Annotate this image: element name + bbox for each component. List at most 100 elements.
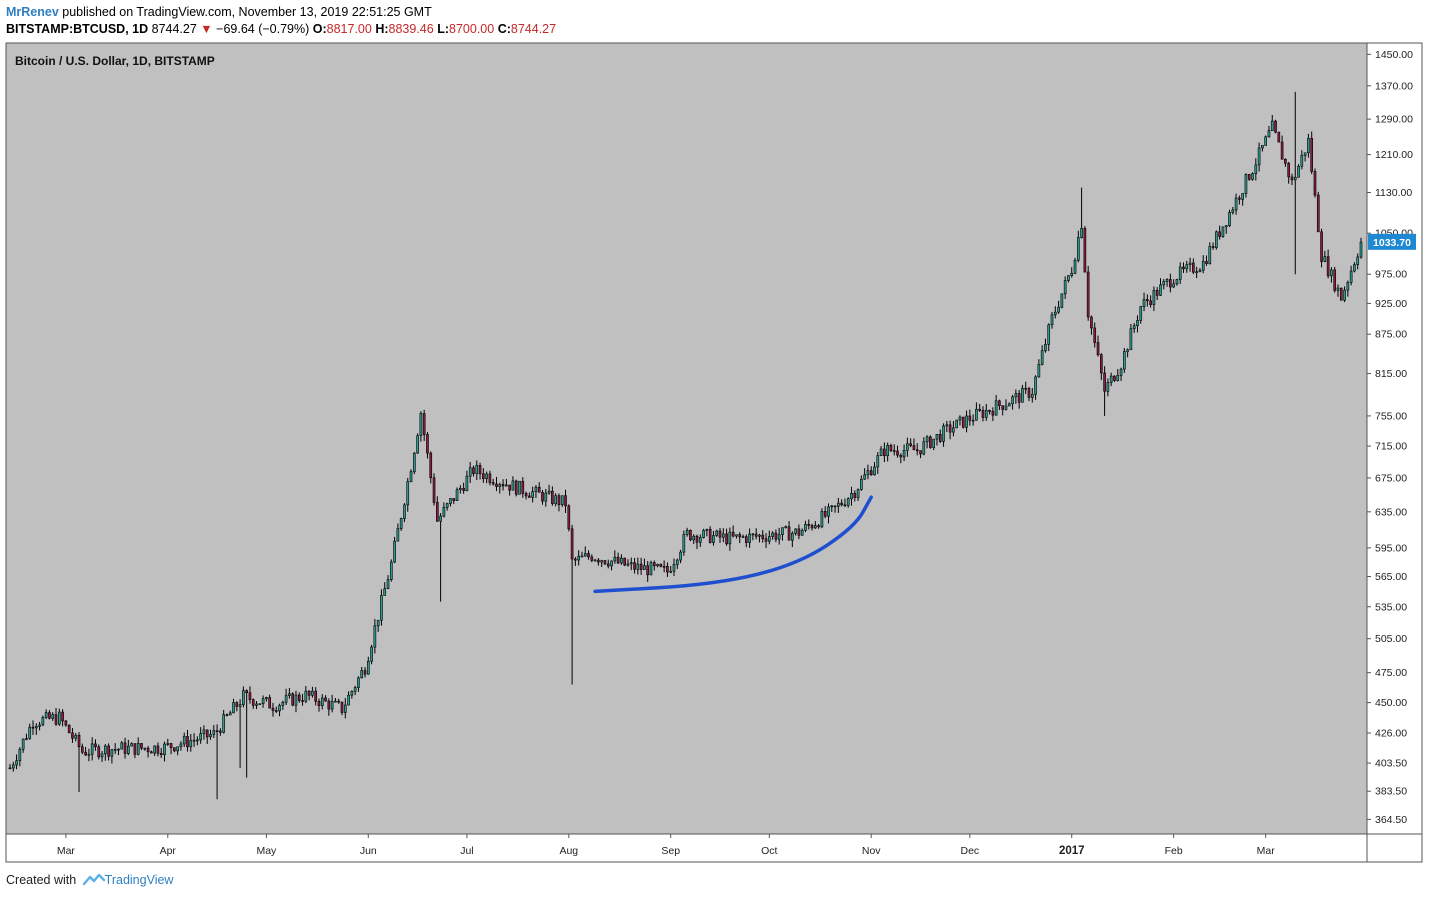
candle-body: [28, 726, 32, 739]
candle-body: [551, 490, 554, 504]
candle-body: [981, 410, 985, 418]
candle: [610, 560, 613, 571]
candle-body: [1251, 173, 1254, 180]
candle: [1014, 389, 1018, 404]
candle-body: [731, 531, 735, 537]
candle: [100, 751, 104, 762]
candle-body: [311, 690, 314, 696]
candle: [347, 691, 350, 706]
candle: [623, 557, 627, 567]
candle: [1244, 173, 1248, 198]
candle: [38, 721, 41, 731]
candle: [1116, 369, 1120, 382]
candle-body: [583, 553, 587, 557]
candle: [1264, 135, 1267, 146]
candle: [1109, 372, 1113, 387]
symbol-ohlc-line: BITSTAMP:BTCUSD, 1D 8744.27 ▼ −69.64 (−0…: [6, 22, 556, 36]
candle-body: [560, 495, 564, 505]
candle-body: [1356, 256, 1360, 265]
candle: [961, 416, 965, 429]
candle-body: [80, 746, 84, 753]
candle-body: [156, 745, 160, 754]
candle: [380, 589, 383, 626]
candle-body: [136, 743, 140, 755]
candle: [189, 733, 193, 752]
candle: [715, 529, 719, 537]
candle-body: [1063, 280, 1067, 295]
candle: [110, 749, 114, 764]
candle-body: [639, 563, 643, 570]
candle-body: [715, 530, 719, 536]
candle-body: [827, 506, 830, 517]
candle-body: [784, 526, 788, 529]
candle-body: [307, 690, 311, 696]
candle: [304, 686, 308, 704]
candle-body: [1241, 193, 1244, 200]
candle: [1047, 323, 1051, 352]
candle: [633, 557, 636, 574]
candle-body: [505, 484, 508, 487]
candle-body: [922, 441, 926, 455]
candle-body: [18, 748, 22, 762]
candle: [97, 744, 101, 760]
time-tick-label: Jun: [360, 845, 377, 857]
candle: [840, 499, 843, 507]
candle: [899, 453, 903, 464]
author-name[interactable]: MrRenev: [6, 5, 59, 19]
candle: [1195, 266, 1198, 279]
candle: [1123, 348, 1126, 373]
candle: [399, 517, 403, 531]
candle: [968, 409, 972, 426]
candle-body: [284, 695, 288, 703]
price-axis[interactable]: 1450.001370.001290.001210.001130.001050.…: [1367, 49, 1413, 826]
candle-body: [54, 714, 58, 725]
candle: [695, 534, 699, 550]
tradingview-link[interactable]: TradingView: [104, 873, 174, 887]
candle-body: [1027, 388, 1031, 398]
candle: [219, 728, 222, 736]
candle-body: [38, 724, 41, 727]
candle: [1063, 276, 1067, 299]
candle-body: [117, 748, 120, 751]
candle: [731, 525, 735, 538]
candle-body: [1017, 393, 1021, 403]
candle-body: [1287, 162, 1291, 178]
candle-body: [820, 511, 824, 528]
price-tick-label: 875.00: [1375, 329, 1407, 341]
candle: [31, 720, 35, 735]
candle: [1251, 172, 1254, 181]
candle: [199, 727, 202, 744]
time-axis[interactable]: Mar Apr May Jun Jul Aug Sep Oct Nov Dec 2017 Feb Mar: [57, 834, 1275, 857]
candle-body: [912, 445, 916, 451]
candle: [613, 550, 617, 564]
candle: [202, 725, 206, 740]
symbol-label: BITSTAMP:BTCUSD, 1D: [6, 22, 149, 36]
candle-body: [777, 534, 781, 540]
candle: [1103, 366, 1106, 416]
candle: [646, 561, 650, 582]
candle-body: [1270, 120, 1274, 132]
plot-area[interactable]: [6, 43, 1367, 834]
candle: [18, 747, 22, 767]
candle: [1290, 173, 1294, 186]
candle-body: [774, 532, 778, 540]
tradingview-logo-icon: [82, 873, 105, 890]
candle: [1119, 367, 1123, 381]
candle-body: [991, 411, 995, 416]
candle: [1027, 386, 1031, 402]
candle: [196, 736, 199, 746]
time-tick-label: Oct: [761, 845, 777, 857]
candle: [186, 729, 189, 752]
candle: [150, 750, 153, 754]
candle-body: [1320, 231, 1323, 262]
candle: [34, 723, 38, 735]
candle-body: [837, 502, 840, 507]
candle-body: [768, 536, 771, 542]
candle-body: [1339, 287, 1343, 301]
candle: [74, 732, 78, 742]
candle-body: [251, 699, 255, 706]
candle: [1093, 322, 1097, 348]
candle: [1017, 390, 1021, 409]
candle: [574, 556, 577, 566]
